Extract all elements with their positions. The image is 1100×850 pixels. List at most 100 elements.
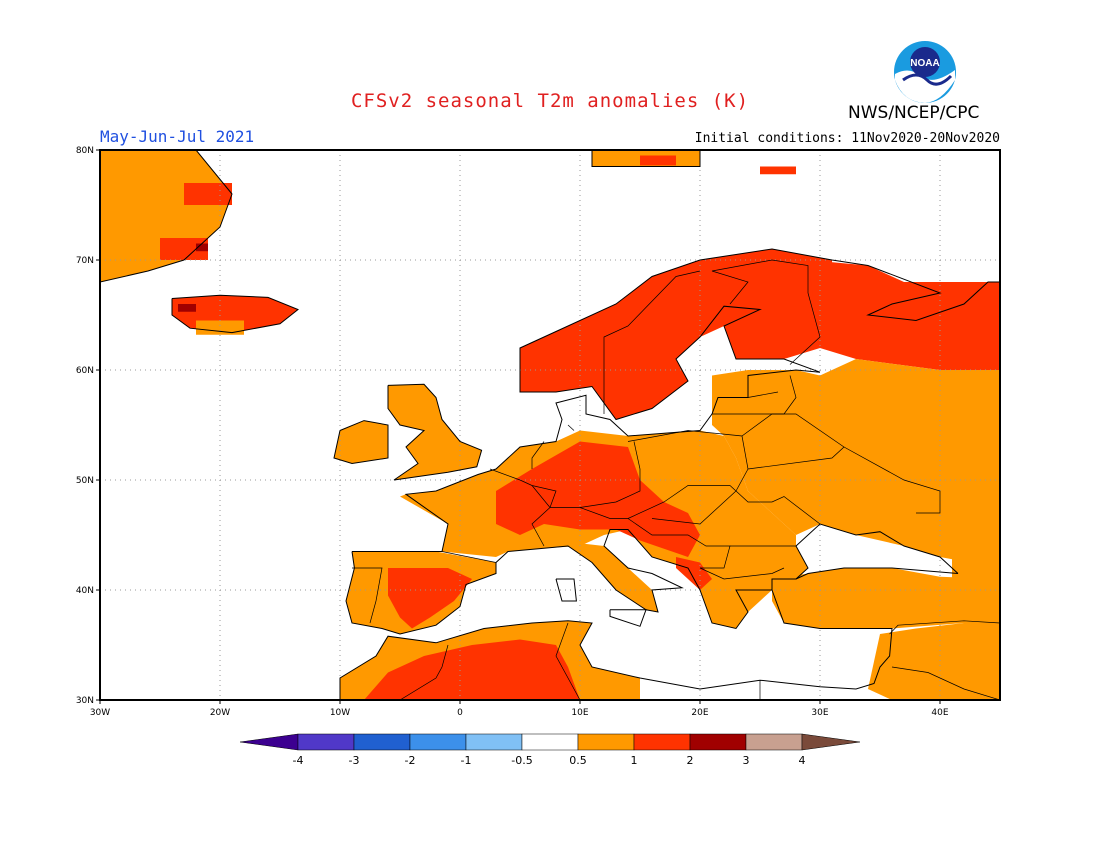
legend-label: 4 <box>799 754 806 767</box>
country-border <box>399 644 449 700</box>
coastline <box>100 150 233 283</box>
legend-label: -0.5 <box>511 754 532 767</box>
legend-bin <box>633 733 691 751</box>
coastlines <box>100 150 1000 700</box>
country-border <box>579 485 730 519</box>
x-tick-label: 0 <box>457 708 463 718</box>
country-border <box>531 441 641 508</box>
country-border <box>711 259 821 365</box>
legend-bin <box>745 733 803 751</box>
lat-lon-grid <box>100 150 1000 700</box>
legend-label: 3 <box>743 754 750 767</box>
region-north-africa-warm <box>364 639 580 700</box>
country-border <box>603 270 701 414</box>
legend-bin <box>353 733 411 751</box>
x-tick-label: 10W <box>330 708 350 718</box>
region-iceland-south <box>196 320 244 335</box>
country-borders <box>352 259 1000 700</box>
coastline <box>795 567 959 580</box>
country-border <box>555 622 581 700</box>
country-border <box>441 551 497 563</box>
region-turkey <box>772 568 1000 629</box>
region-caucasus <box>952 557 1000 601</box>
country-border <box>843 446 941 514</box>
y-tick-label: 70N <box>76 256 94 266</box>
region-britain <box>388 384 482 480</box>
chart-title: CFSv2 seasonal T2m anomalies (K) <box>350 90 750 112</box>
x-tick-label: 30E <box>811 708 828 718</box>
coastline <box>339 589 893 700</box>
x-tick-label: 20E <box>691 708 708 718</box>
logo-text: NOAA <box>910 58 939 69</box>
x-tick-label: 10E <box>571 708 588 718</box>
legend-label: 0.5 <box>569 754 587 767</box>
country-border <box>747 391 779 398</box>
y-tick-label: 50N <box>76 476 94 486</box>
coastline <box>519 248 1000 421</box>
x-tick-label: 30W <box>90 708 110 718</box>
coastline <box>609 609 647 627</box>
x-tick-label: 40E <box>931 708 948 718</box>
y-tick-label: 80N <box>76 146 94 156</box>
longitude-ticks: 30W 20W 10W 0 10E 20E 30E 40E <box>90 700 949 718</box>
legend-label: -1 <box>461 754 472 767</box>
coastline <box>333 420 389 465</box>
region-greenland-hot <box>196 243 208 252</box>
country-border <box>627 518 731 569</box>
legend-bin <box>577 733 635 751</box>
region-iceland-hot <box>178 304 196 312</box>
region-middle-east <box>868 623 1000 700</box>
region-italy <box>556 540 658 612</box>
region-svalbard-warm <box>640 155 676 166</box>
legend-label: 2 <box>687 754 694 767</box>
coastline <box>591 150 701 167</box>
latitude-ticks: 30N 40N 50N 60N 70N 80N <box>76 146 100 706</box>
coastline <box>345 523 959 635</box>
country-border <box>489 468 557 547</box>
country-border <box>531 441 545 469</box>
region-iberia-warm <box>388 568 472 629</box>
legend-label: -3 <box>349 754 360 767</box>
map-frame <box>99 149 1001 701</box>
legend-label: 1 <box>631 754 638 767</box>
region-baltic-east <box>712 359 1000 568</box>
region-ireland <box>334 420 388 464</box>
region-franz-josef <box>760 166 796 175</box>
legend-label: -4 <box>293 754 304 767</box>
country-border <box>352 567 383 624</box>
region-greenland-warm-1 <box>184 183 232 205</box>
y-tick-label: 40N <box>76 586 94 596</box>
coastline <box>352 369 821 552</box>
country-border <box>889 620 1000 635</box>
legend-arrow-high <box>801 733 861 751</box>
legend-bin <box>297 733 355 751</box>
country-border <box>567 424 575 431</box>
country-border <box>699 567 785 580</box>
coastline <box>555 578 577 602</box>
forecast-period: May-Jun-Jul 2021 <box>100 127 255 146</box>
y-tick-label: 30N <box>76 696 94 706</box>
region-russia-north <box>808 260 1000 370</box>
country-border <box>729 485 821 525</box>
noaa-logo-icon: NOAA <box>894 41 956 103</box>
country-border <box>891 666 1000 700</box>
x-tick-label: 20W <box>210 708 230 718</box>
legend-bin <box>521 733 579 751</box>
initial-conditions: Initial conditions: 11Nov2020-20Nov2020 <box>694 131 1000 146</box>
legend-bin <box>409 733 467 751</box>
country-border <box>651 490 737 525</box>
region-central-warm <box>496 441 700 557</box>
coastline <box>171 294 299 334</box>
coastline <box>387 383 483 481</box>
agency-label: NWS/NCEP/CPC <box>848 103 980 123</box>
country-border <box>712 375 797 415</box>
region-scandinavia <box>520 249 832 420</box>
legend-bin <box>689 733 747 751</box>
country-border <box>741 413 845 470</box>
region-balkans-warm <box>676 557 712 590</box>
y-tick-label: 60N <box>76 366 94 376</box>
legend-arrow-low <box>239 733 299 751</box>
legend-label: -2 <box>405 754 416 767</box>
